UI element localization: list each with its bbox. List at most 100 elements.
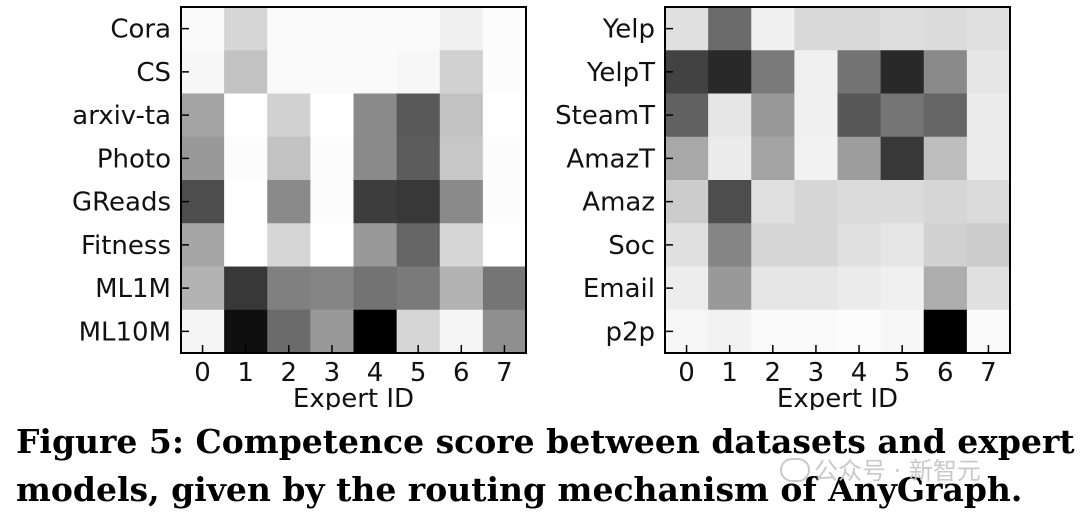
- heatmap-cell: [310, 7, 355, 51]
- heatmap-cell: [837, 223, 882, 268]
- y-tick-label: Email: [583, 274, 655, 304]
- heatmap-cell: [482, 93, 527, 138]
- heatmap-cell: [396, 50, 441, 95]
- heatmap-cell: [794, 7, 839, 51]
- heatmap-cell: [923, 180, 968, 224]
- x-tick-label: 7: [980, 358, 997, 388]
- heatmap-cell: [794, 93, 839, 138]
- heatmap-cell: [708, 266, 752, 311]
- heatmap-cell: [353, 136, 398, 181]
- heatmap-cell: [923, 136, 968, 181]
- heatmap-cell: [482, 266, 527, 311]
- heatmap-cell: [880, 180, 925, 224]
- heatmap-cell: [224, 266, 268, 311]
- heatmap-cell: [966, 50, 1011, 95]
- heatmap-cell: [966, 93, 1011, 138]
- heatmap-cell: [353, 223, 398, 268]
- x-tick-label: 4: [367, 358, 384, 388]
- heatmap-cell: [482, 180, 527, 224]
- y-tick-label: p2p: [605, 317, 655, 347]
- heatmap-cell: [396, 93, 441, 138]
- heatmap-cell: [880, 50, 925, 95]
- heatmap-cell: [794, 136, 839, 181]
- x-tick-label: 3: [808, 358, 825, 388]
- heatmap-cell: [482, 50, 527, 95]
- heatmap-cell: [396, 223, 441, 268]
- heatmap-cell: [880, 93, 925, 138]
- heatmap-cell: [751, 93, 795, 138]
- heatmap-cell: [267, 93, 311, 138]
- x-tick-label: 7: [496, 358, 513, 388]
- heatmap-cell: [353, 266, 398, 311]
- heatmap-cell: [966, 223, 1011, 268]
- heatmap-cell: [880, 136, 925, 181]
- x-tick-label: 6: [937, 358, 954, 388]
- heatmap-cell: [353, 93, 398, 138]
- heatmap-cell: [267, 50, 311, 95]
- heatmap-cell: [966, 266, 1011, 311]
- heatmap-cell: [751, 7, 795, 51]
- heatmap-cell: [794, 180, 839, 224]
- heatmap-cell: [267, 180, 311, 224]
- heatmap-cell: [482, 7, 527, 51]
- heatmap-cell: [751, 136, 795, 181]
- heatmap-cell: [837, 136, 882, 181]
- heatmap-cell: [966, 136, 1011, 181]
- heatmap-cell: [224, 136, 268, 181]
- heatmap-cell: [837, 180, 882, 224]
- heatmap-cell: [794, 223, 839, 268]
- heatmap-cell: [708, 136, 752, 181]
- heatmap-cell: [224, 50, 268, 95]
- heatmap-cell: [923, 266, 968, 311]
- x-tick-label: 0: [194, 358, 211, 388]
- x-tick-label: 2: [765, 358, 782, 388]
- y-tick-label: YelpT: [586, 58, 655, 88]
- heatmap-cell: [708, 7, 752, 51]
- y-tick-label: Fitness: [81, 231, 171, 261]
- heatmap-cell: [224, 7, 268, 51]
- y-tick-label: Photo: [97, 144, 171, 174]
- x-tick-label: 2: [281, 358, 298, 388]
- x-tick-label: 5: [410, 358, 427, 388]
- heatmap-cell: [837, 50, 882, 95]
- y-tick-label: Cora: [110, 15, 171, 45]
- heatmap-cell: [310, 50, 355, 95]
- heatmap-cell: [708, 93, 752, 138]
- heatmap-cell: [751, 223, 795, 268]
- heatmap-cell: [482, 223, 527, 268]
- heatmap-cell: [396, 7, 441, 51]
- y-tick-label: arxiv-ta: [72, 101, 171, 131]
- heatmap-cell: [837, 93, 882, 138]
- y-tick-label: Soc: [608, 231, 655, 261]
- y-tick-label: CS: [136, 58, 171, 88]
- heatmap-cell: [267, 7, 311, 51]
- heatmap-cell: [267, 266, 311, 311]
- x-tick-label: 0: [678, 358, 695, 388]
- heatmap-cell: [439, 93, 484, 138]
- heatmap-cell: [923, 223, 968, 268]
- x-tick-label: 1: [237, 358, 254, 388]
- figure-caption: Figure 5: Competence score between datas…: [16, 422, 1075, 509]
- heatmap-cell: [310, 136, 355, 181]
- heatmap-cell: [224, 180, 268, 224]
- heatmap-cell: [708, 180, 752, 224]
- y-tick-label: SteamT: [555, 101, 655, 131]
- y-tick-label: ML10M: [79, 317, 171, 347]
- heatmap-cell: [880, 223, 925, 268]
- heatmap-cell: [751, 180, 795, 224]
- chat-logo-icon: [780, 458, 810, 482]
- heatmap-cell: [353, 50, 398, 95]
- heatmap-cell: [751, 50, 795, 95]
- x-axis-label: Expert ID: [777, 384, 898, 410]
- heatmap-figure: Cora CS arxiv-ta Photo GReads Fitness ML1M ML10…: [72, 6, 1011, 410]
- heatmap-cell: [267, 223, 311, 268]
- heatmap-cell: [966, 7, 1011, 51]
- heatmap-cell: [837, 7, 882, 51]
- heatmap-cell: [396, 266, 441, 311]
- heatmap-cell: [482, 136, 527, 181]
- y-tick-label: Yelp: [602, 15, 655, 45]
- heatmap-cell: [923, 50, 968, 95]
- heatmap-cell: [880, 266, 925, 311]
- heatmap-cell: [396, 136, 441, 181]
- heatmap-cell: [310, 93, 355, 138]
